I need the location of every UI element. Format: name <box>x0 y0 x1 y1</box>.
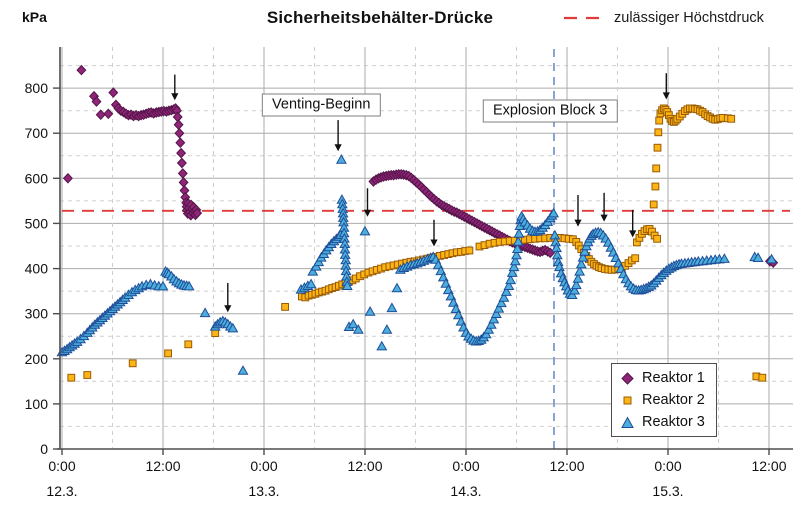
svg-text:0:00: 0:00 <box>654 458 681 474</box>
y-axis-unit-label: kPa <box>22 9 47 25</box>
svg-text:12:00: 12:00 <box>751 458 786 474</box>
svg-text:400: 400 <box>25 261 49 277</box>
svg-text:100: 100 <box>25 396 49 412</box>
svg-text:700: 700 <box>25 125 49 141</box>
svg-text:0: 0 <box>40 441 48 457</box>
legend-label: Reaktor 3 <box>642 414 705 430</box>
svg-text:12:00: 12:00 <box>347 458 382 474</box>
annotation-explosion-block-3: Explosion Block 3 <box>482 99 618 123</box>
svg-text:12:00: 12:00 <box>145 458 180 474</box>
legend-item-reaktor-3: Reaktor 3 <box>621 413 716 432</box>
series-legend: Reaktor 1 Reaktor 2 Reaktor 3 <box>611 363 717 437</box>
svg-text:500: 500 <box>25 215 49 231</box>
threshold-legend: zulässiger Höchstdruck <box>563 10 764 26</box>
svg-text:0:00: 0:00 <box>48 458 75 474</box>
threshold-legend-label: zulässiger Höchstdruck <box>614 10 764 26</box>
svg-text:200: 200 <box>25 351 49 367</box>
legend-label: Reaktor 1 <box>642 370 705 386</box>
legend-item-reaktor-1: Reaktor 1 <box>621 369 716 388</box>
svg-text:0:00: 0:00 <box>452 458 479 474</box>
svg-text:12.3.: 12.3. <box>46 483 77 499</box>
svg-text:0:00: 0:00 <box>250 458 277 474</box>
diamond-marker-icon <box>621 371 634 385</box>
triangle-marker-icon <box>621 415 634 428</box>
page-title: Sicherheitsbehälter-Drücke <box>266 8 494 27</box>
threshold-dash-icon <box>564 16 604 20</box>
square-marker-icon <box>623 396 632 404</box>
svg-text:15.3.: 15.3. <box>652 483 683 499</box>
svg-text:800: 800 <box>25 80 49 96</box>
svg-text:600: 600 <box>25 170 49 186</box>
svg-text:14.3.: 14.3. <box>450 483 481 499</box>
legend-item-reaktor-2: Reaktor 2 <box>621 391 716 410</box>
annotation-venting-beginn: Venting-Beginn <box>262 93 381 117</box>
svg-text:300: 300 <box>25 306 49 322</box>
legend-label: Reaktor 2 <box>642 392 705 408</box>
svg-text:13.3.: 13.3. <box>248 483 279 499</box>
svg-text:12:00: 12:00 <box>549 458 584 474</box>
